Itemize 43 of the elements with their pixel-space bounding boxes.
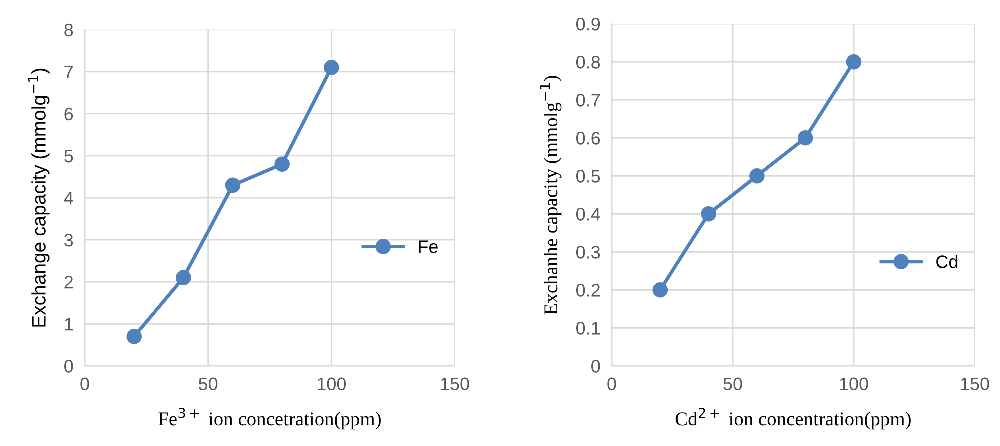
y-tick-label: 4: [64, 192, 74, 205]
legend-label: Fe: [419, 240, 438, 254]
y-tick-label: 0: [64, 360, 74, 373]
y-tick-label: 8: [64, 24, 74, 37]
x-tick-label: 50: [199, 378, 218, 391]
point: [846, 54, 862, 70]
point: [701, 206, 716, 222]
point: [798, 130, 814, 146]
y-tick-label: 5: [64, 150, 74, 163]
x-tick-label: 100: [840, 378, 868, 391]
x-tick-label: 50: [724, 378, 742, 391]
y-tick-label: 0: [592, 360, 600, 373]
y-tick-label: 0.4: [576, 208, 600, 221]
y-tick-label: 0.5: [576, 170, 600, 183]
point: [176, 270, 192, 286]
x-tick-label: 0: [80, 378, 90, 391]
y-axis-title: Exchange capacity (mmolg$^{−1}$): [28, 68, 50, 327]
y-tick-label: 0.2: [576, 284, 600, 297]
x-tick-label: 100: [318, 378, 346, 391]
x-axis-title: Cd$^{2+}$ ion concentration(ppm): [676, 408, 911, 430]
y-tick-label: 0.9: [576, 18, 600, 31]
y-tick-label: 0.1: [576, 322, 600, 335]
x-tick-label: 0: [608, 378, 616, 391]
point: [750, 168, 765, 184]
y-tick-label: 3: [64, 234, 74, 247]
point: [225, 178, 241, 194]
x-axis-title: Fe$^{3+}$ ion concetration(ppm): [158, 408, 381, 430]
y-tick-label: 0.6: [576, 132, 600, 145]
y-tick-label: 6: [64, 108, 74, 121]
x-tick-label: 150: [441, 378, 470, 391]
y-tick-label: 0.7: [576, 94, 600, 107]
point: [274, 156, 290, 172]
y-tick-label: 2: [64, 276, 73, 289]
point: [652, 282, 668, 298]
point: [126, 329, 142, 344]
y-tick-label: 7: [64, 66, 73, 78]
point: [324, 60, 340, 76]
y-tick-label: 0.3: [576, 246, 600, 259]
x-tick-label: 150: [961, 378, 990, 391]
y-tick-label: 1: [65, 318, 74, 331]
y-tick-label: 0.8: [576, 56, 600, 69]
y-axis-title: Exchanhe capacity (mmolg$^{−1}$): [540, 76, 562, 315]
legend-label: Cd: [936, 255, 958, 268]
